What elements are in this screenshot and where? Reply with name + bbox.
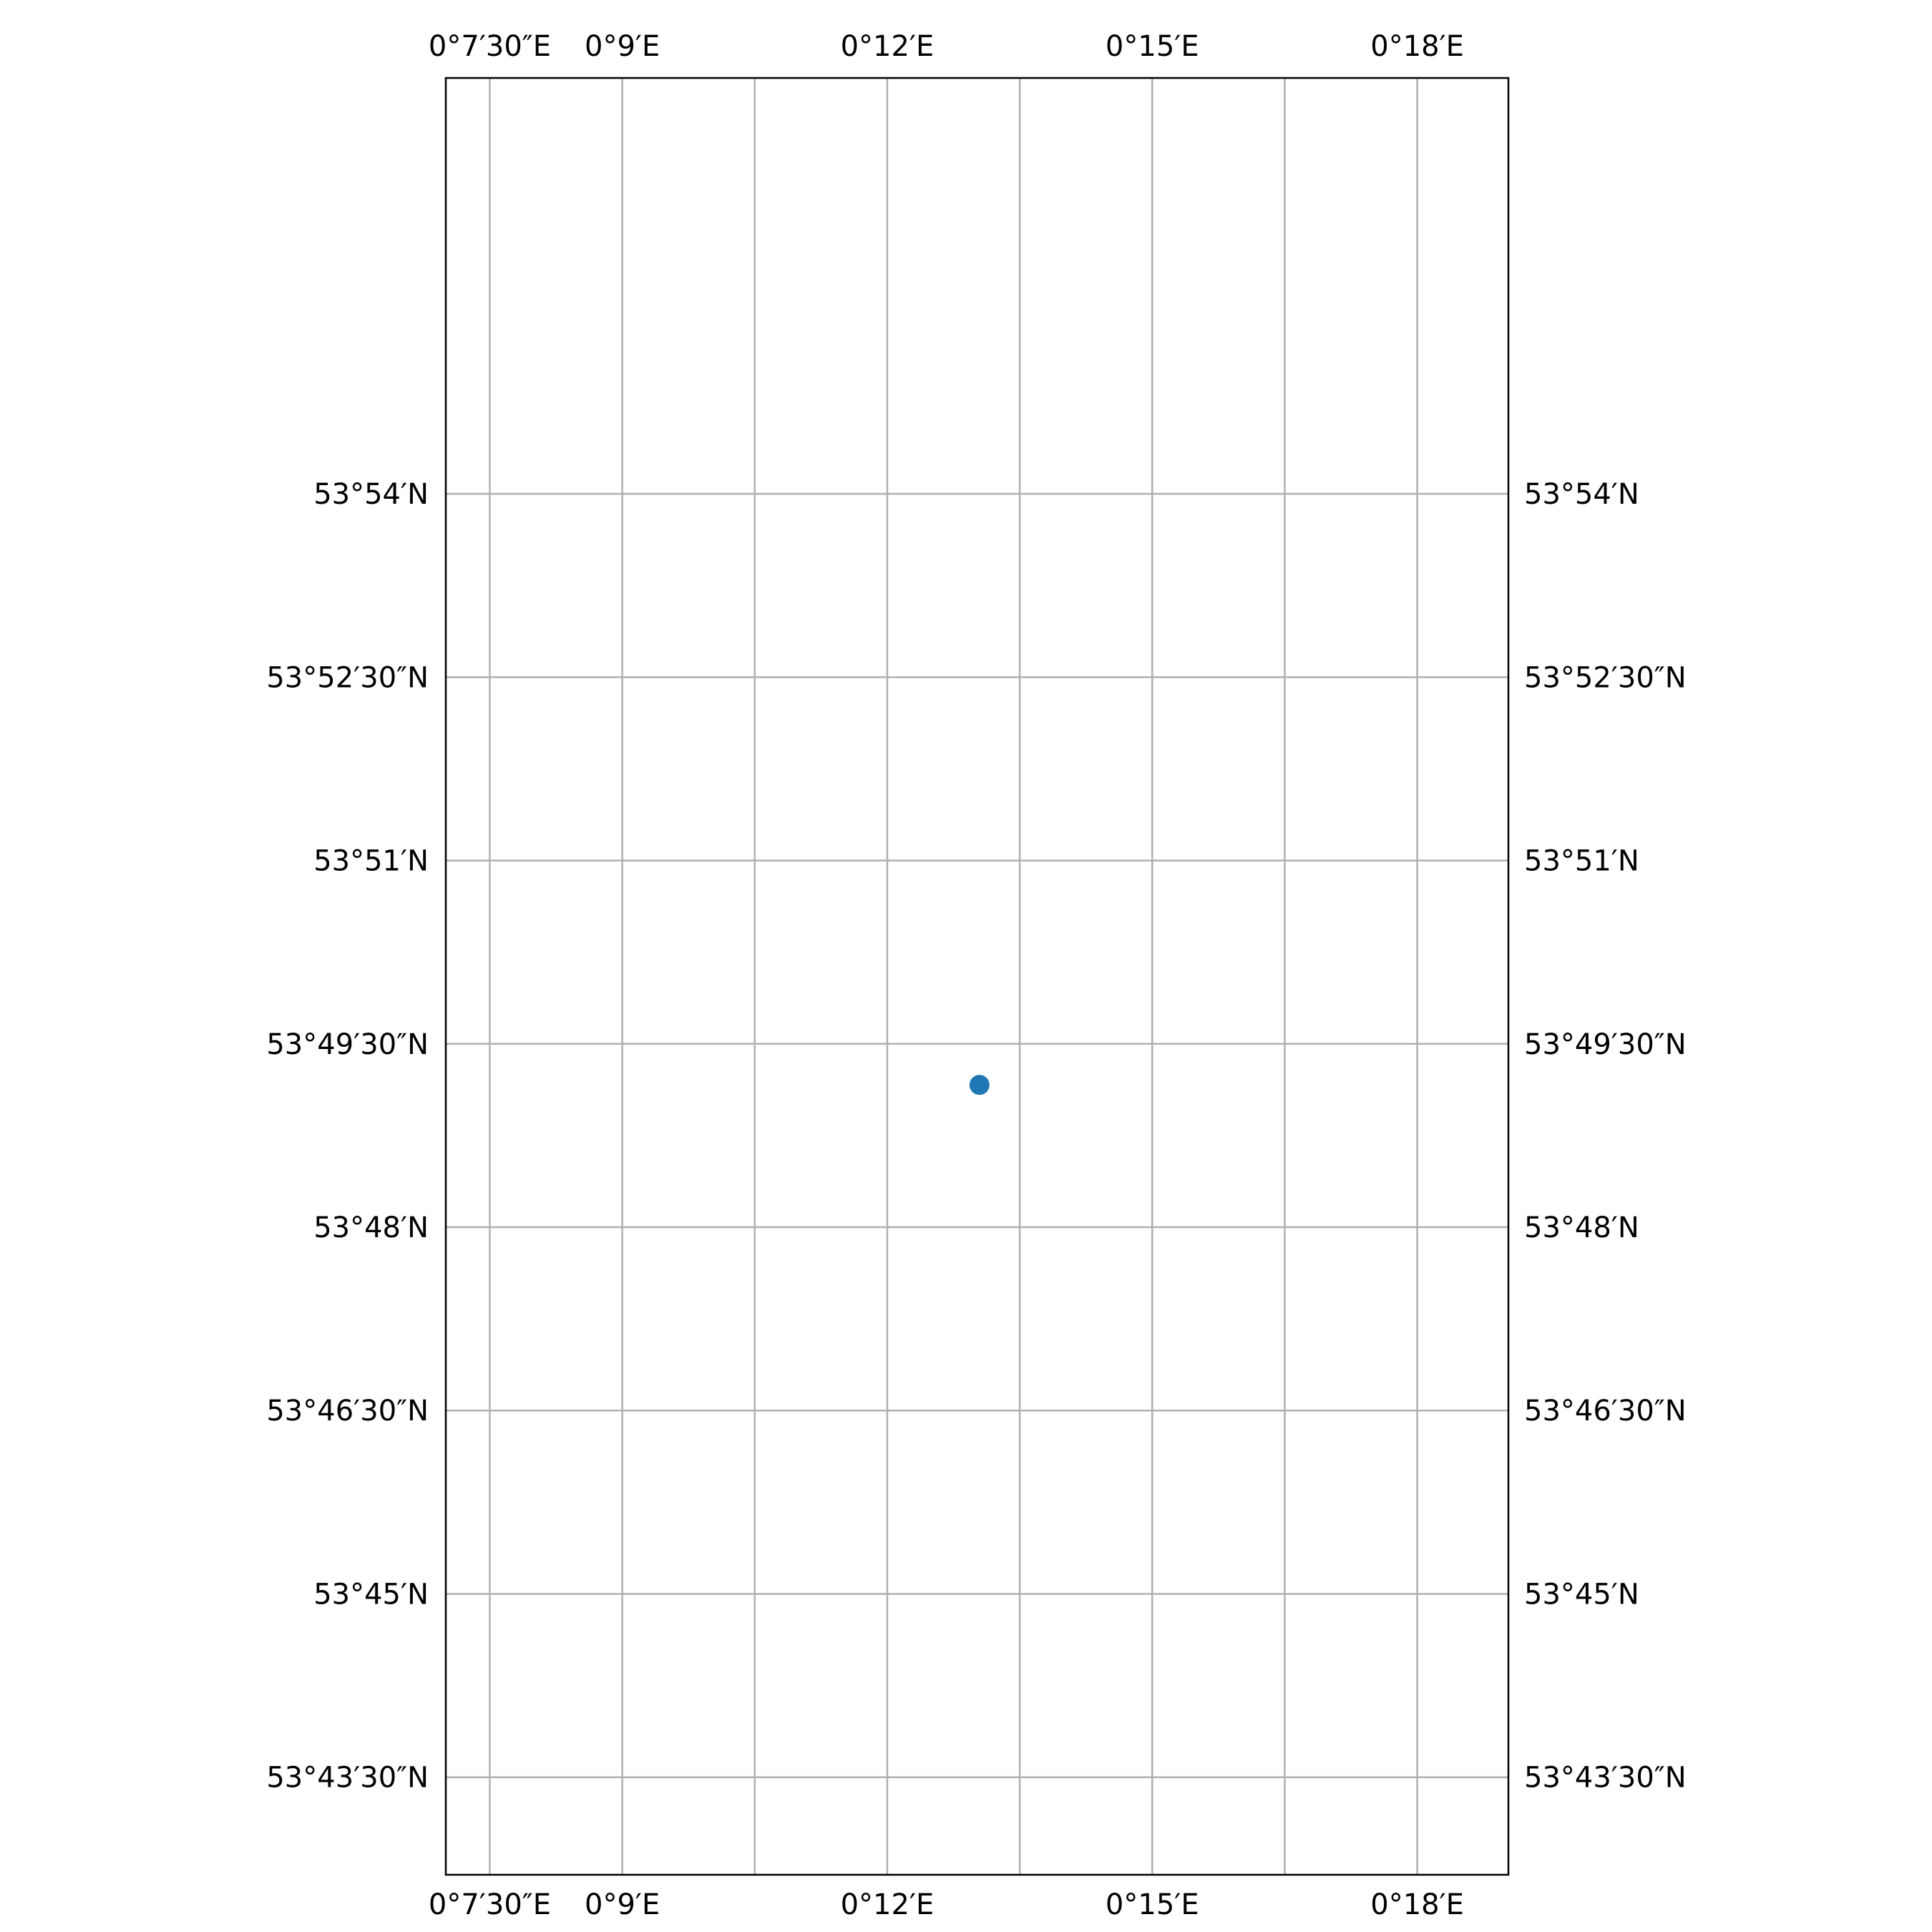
lon-label-bottom: 0°9′E (585, 1888, 660, 1921)
lat-label-left: 53°43′30″N (266, 1762, 429, 1795)
lat-label-right: 53°48′N (1524, 1211, 1639, 1244)
lon-label-bottom: 0°15′E (1106, 1888, 1199, 1921)
lon-label-top: 0°12′E (841, 30, 935, 63)
lat-label-right: 53°43′30″N (1524, 1762, 1687, 1795)
lat-label-left: 53°49′30″N (266, 1028, 429, 1061)
lon-label-top: 0°7′30″E (429, 30, 551, 63)
lon-label-top: 0°18′E (1370, 30, 1464, 63)
lat-label-left: 53°45′N (313, 1578, 429, 1611)
lat-label-left: 53°51′N (313, 845, 429, 878)
coordinate-labels: 0°7′30″E 0°7′30″E 0°9′E 0°9′E 0°12′E 0°12′E 0°… (266, 30, 1686, 1921)
point-markers (969, 1075, 990, 1096)
lat-label-right: 53°51′N (1524, 845, 1639, 878)
lat-label-right: 53°45′N (1524, 1578, 1639, 1611)
lat-label-left: 53°52′30″N (266, 661, 429, 694)
map-frame (444, 77, 1510, 1876)
graticule (446, 78, 1508, 1875)
lat-label-right: 53°49′30″N (1524, 1028, 1687, 1061)
lon-label-bottom: 0°12′E (841, 1888, 935, 1921)
lat-label-right: 53°52′30″N (1524, 661, 1687, 694)
lon-label-bottom: 0°18′E (1370, 1888, 1464, 1921)
lon-label-bottom: 0°7′30″E (429, 1888, 551, 1921)
lon-label-top: 0°9′E (585, 30, 660, 63)
lat-label-left: 53°46′30″N (266, 1395, 429, 1428)
lat-label-right: 53°54′N (1524, 478, 1639, 511)
lat-label-right: 53°46′30″N (1524, 1395, 1687, 1428)
lat-label-left: 53°54′N (313, 478, 429, 511)
lon-label-top: 0°15′E (1106, 30, 1199, 63)
lat-label-left: 53°48′N (313, 1211, 429, 1244)
location-point (969, 1075, 990, 1096)
